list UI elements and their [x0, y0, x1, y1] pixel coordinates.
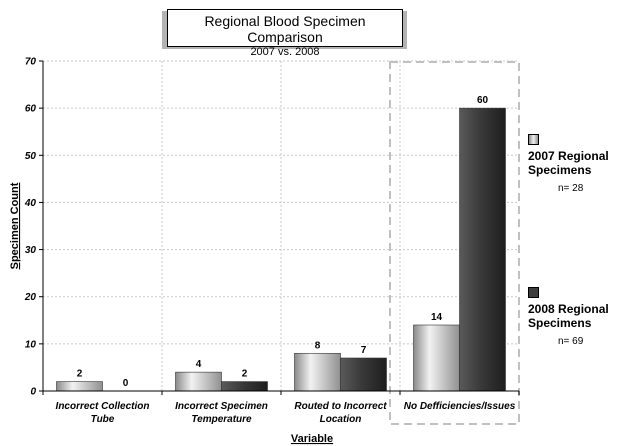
axes: [39, 60, 520, 395]
x-tick-label-line: No Defficiencies/Issues: [404, 401, 516, 412]
x-tick-label: Routed to Incorrect Location: [294, 401, 387, 425]
bar-2007: [413, 324, 460, 392]
chart-title-box: Regional Blood Specimen Comparison 2007 …: [167, 9, 403, 58]
data-label: 14: [431, 312, 443, 323]
data-label: 2: [242, 369, 248, 380]
legend-item-2007: 2007 Regional Specimens n= 28: [528, 131, 619, 194]
bar-2007: [294, 352, 341, 392]
x-tick-label: Incorrect Collection Tube: [56, 401, 150, 425]
data-label: 60: [477, 95, 489, 106]
bar-2008: [340, 357, 387, 392]
bar-2007: [175, 371, 222, 392]
x-axis-label: Variable: [291, 433, 333, 445]
y-tick-label: 30: [25, 245, 37, 256]
x-tick-label-line: Tube: [91, 414, 115, 425]
x-tick-label-line: Temperature: [191, 414, 252, 425]
y-tick-label: 0: [30, 387, 36, 398]
legend-n-2008: n= 69: [558, 336, 584, 347]
y-tick-label: 60: [25, 104, 37, 115]
x-tick-label-line: Routed to Incorrect: [294, 401, 387, 412]
chart-subtitle: 2007 vs. 2008: [250, 46, 320, 58]
legend-label-2008: 2008 Regional Specimens: [528, 302, 609, 330]
bars: [56, 107, 506, 392]
x-tick-label-line: Incorrect Collection: [56, 401, 150, 412]
x-tick-label: No Defficiencies/Issues: [404, 401, 516, 412]
x-tick-label-line: Incorrect Specimen: [175, 401, 268, 412]
y-tick-label: 70: [25, 57, 37, 68]
x-tick-label-line: Location: [320, 414, 362, 425]
legend-label-2007: 2007 Regional Specimens: [528, 149, 609, 177]
y-tick-label: 10: [25, 339, 37, 350]
chart-title: Regional Blood Specimen Comparison: [204, 13, 366, 45]
bar-2007: [56, 381, 103, 392]
legend-swatch-2007: [528, 134, 539, 145]
bar-2008: [221, 381, 268, 392]
x-tick-label: Incorrect Specimen Temperature: [175, 401, 268, 425]
y-tick-label: 50: [25, 151, 37, 162]
data-label: 2: [77, 369, 83, 380]
data-label: 7: [361, 345, 367, 356]
legend-swatch-2008: [528, 287, 539, 298]
legend-item-2008: 2008 Regional Specimens n= 69: [528, 284, 619, 347]
y-axis-label: Specimen Count: [9, 182, 21, 269]
gridlines: [43, 60, 519, 391]
highlight-box: [389, 61, 520, 425]
y-tick-label: 40: [24, 198, 37, 209]
data-label: 0: [123, 378, 129, 389]
y-tick-label: 20: [24, 292, 37, 303]
legend-n-2007: n= 28: [558, 183, 584, 194]
data-label: 8: [315, 340, 321, 351]
data-label: 4: [196, 359, 202, 370]
bar-2008: [459, 107, 506, 392]
